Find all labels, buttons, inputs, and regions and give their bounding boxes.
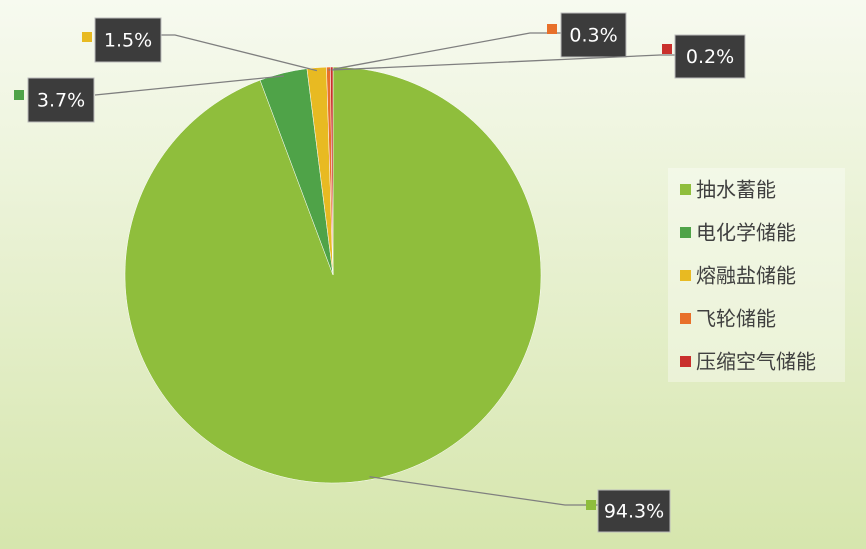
- label-marker: [662, 44, 672, 54]
- label-marker: [82, 32, 92, 42]
- legend-marker: [680, 227, 691, 238]
- data-label: 3.7%: [37, 90, 85, 112]
- leader-line: [161, 34, 318, 72]
- label-box: [94, 17, 162, 63]
- legend-label: 电化学储能: [696, 221, 796, 245]
- label-box: [27, 77, 95, 123]
- leader-line: [94, 75, 284, 96]
- pie-slice: [330, 66, 334, 276]
- label-marker: [547, 24, 557, 34]
- label-marker: [586, 500, 596, 510]
- legend-label: 熔融盐储能: [696, 264, 796, 288]
- label-marker: [14, 90, 24, 100]
- leader-line: [331, 54, 675, 71]
- label-box: [560, 12, 627, 58]
- data-label: 1.5%: [104, 30, 152, 52]
- data-label: 0.2%: [686, 46, 734, 68]
- label-box: [674, 34, 746, 79]
- legend-marker: [680, 313, 691, 324]
- label-box: [597, 489, 671, 533]
- legend-label: 压缩空气储能: [696, 350, 816, 374]
- legend-marker: [680, 356, 691, 367]
- legend-marker: [680, 184, 691, 195]
- legend-marker: [680, 270, 691, 281]
- legend-label: 飞轮储能: [696, 307, 776, 331]
- legend-box: [668, 168, 845, 382]
- data-label: 94.3%: [604, 501, 664, 523]
- legend-label: 抽水蓄能: [696, 178, 776, 202]
- data-label: 0.3%: [569, 25, 617, 47]
